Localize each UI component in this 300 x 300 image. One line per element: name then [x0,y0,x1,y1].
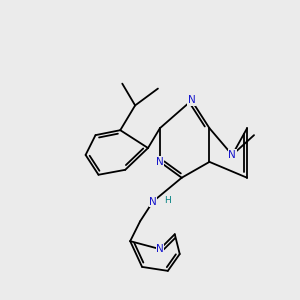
Text: N: N [149,196,157,206]
Text: H: H [164,196,171,205]
Text: N: N [228,150,236,160]
Text: N: N [188,95,196,106]
Text: N: N [156,157,164,167]
Text: N: N [156,244,164,254]
